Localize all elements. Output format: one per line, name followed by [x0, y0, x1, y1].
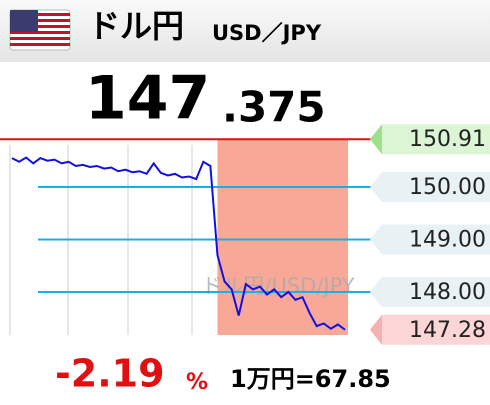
header-bar — [0, 0, 490, 62]
pair: USD／JPY — [212, 21, 322, 45]
y-tick-label-tag — [370, 224, 490, 255]
price-integer: 147 — [85, 64, 210, 134]
y-tick-label-tag — [370, 171, 490, 202]
y-tick-label: 148.00 — [409, 280, 486, 305]
reference-label: 150.91 — [409, 127, 486, 152]
reference-label-arrow — [370, 124, 382, 155]
last-label-arrow — [370, 314, 382, 345]
price-decimal: .375 — [222, 83, 326, 132]
title: ドル円 — [88, 7, 184, 45]
price-line — [11, 156, 346, 331]
y-tick-label: 149.00 — [409, 227, 486, 252]
y-tick-label: 150.00 — [409, 175, 486, 200]
change-unit: % — [186, 370, 208, 395]
change-value: -2.19 — [55, 352, 165, 396]
last-label-tag — [370, 314, 490, 345]
drop-shade — [217, 139, 348, 335]
flag — [9, 9, 71, 51]
last-label: 147.28 — [409, 318, 486, 343]
chart: ドル円/USD/JPY 148.00149.00150.00150.91147.2… — [0, 124, 490, 345]
reference-label-tag — [370, 124, 490, 155]
conversion: 1万円=67.85 — [230, 365, 391, 393]
y-tick-label-tag — [370, 276, 490, 307]
